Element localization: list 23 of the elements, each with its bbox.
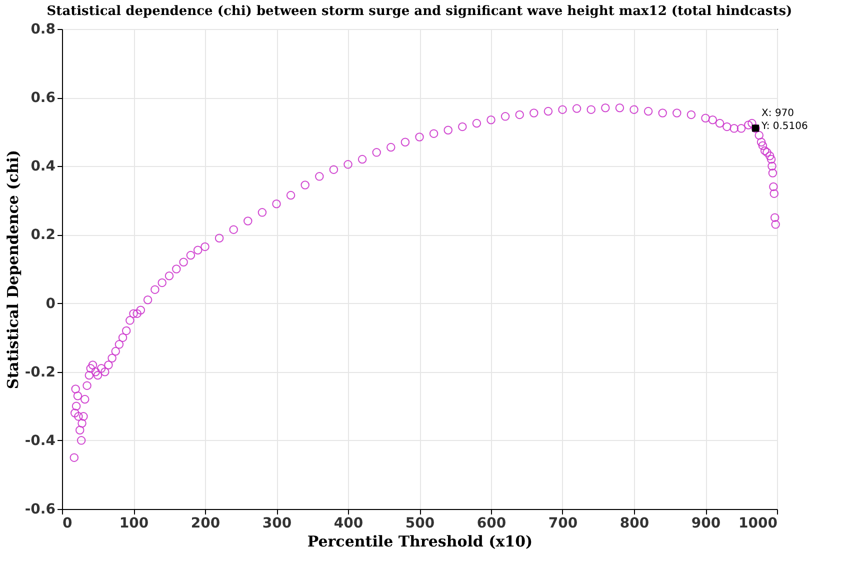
x-tick-label: 400: [334, 516, 364, 532]
x-tick-label: 0: [62, 516, 72, 532]
x-tick-label: 700: [548, 516, 578, 532]
x-tick-label: 900: [691, 516, 721, 532]
x-tick-label: 1000: [738, 516, 778, 532]
x-tick-label: 600: [476, 516, 506, 532]
y-tick-label: -0.2: [24, 364, 56, 380]
y-tick-label: -0.6: [24, 502, 56, 518]
y-tick-label: 0.4: [30, 158, 56, 175]
y-tick-label: -0.4: [24, 432, 56, 449]
x-tick-label: 300: [262, 516, 292, 532]
x-axis-title: Percentile Threshold (x10): [307, 532, 533, 550]
chart-title: Statistical dependence (chi) between storm surge and significant wave height max12 (total hindcasts): [46, 4, 792, 19]
x-tick-label: 500: [405, 516, 435, 532]
y-tick-label: 0.8: [30, 22, 56, 38]
annotation: X: 970 Y: 0.5106: [760, 108, 808, 132]
y-tick-label: 0: [46, 296, 56, 312]
x-tick-label: 200: [190, 516, 220, 532]
x-tick-label: 100: [119, 516, 149, 532]
y-axis-title: Statistical Dependence (chi): [4, 150, 22, 390]
x-tick-label: 800: [620, 516, 650, 532]
y-tick-label: 0.6: [30, 90, 56, 106]
y-tick-label: 0.2: [30, 227, 56, 244]
